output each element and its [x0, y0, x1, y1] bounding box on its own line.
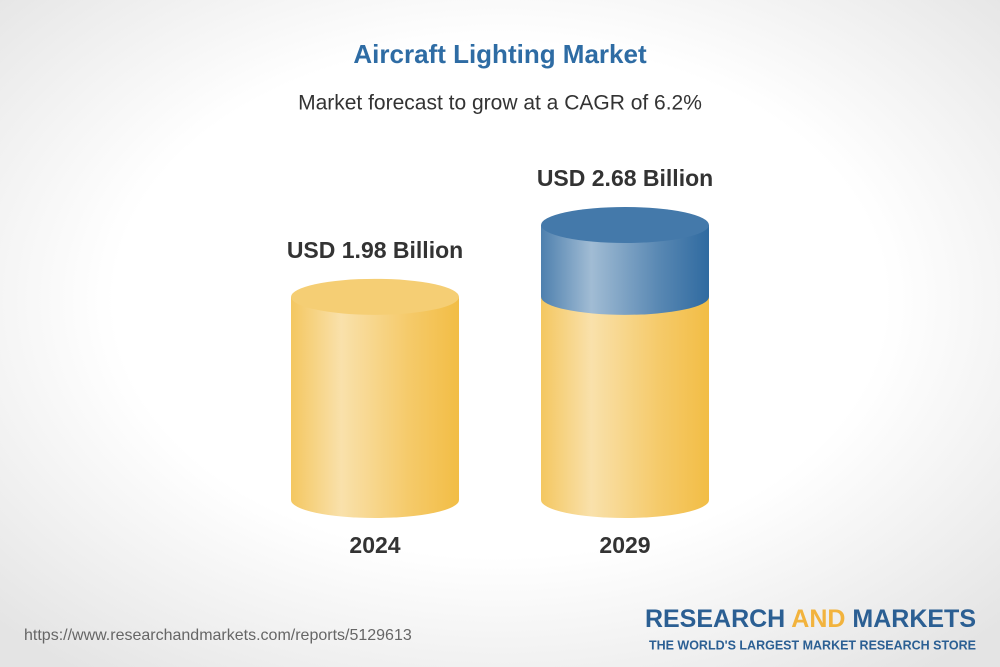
x-tick-label: 2024 — [349, 532, 400, 558]
logo-word: AND — [791, 605, 845, 633]
cylinder-top — [291, 278, 459, 315]
chart-title: Aircraft Lighting Market — [353, 39, 647, 69]
source-url[interactable]: https://www.researchandmarkets.com/repor… — [24, 627, 412, 644]
cylinder — [291, 278, 459, 518]
chart-subtitle: Market forecast to grow at a CAGR of 6.2… — [298, 92, 702, 115]
x-tick-label: 2029 — [599, 532, 650, 558]
cylinder — [541, 207, 709, 518]
logo-word: MARKETS — [852, 605, 976, 633]
logo-word: RESEARCH — [645, 605, 785, 633]
cylinder-body — [541, 296, 709, 518]
value-label: USD 2.68 Billion — [537, 165, 713, 191]
cylinder-body — [541, 225, 709, 315]
cylinder-top — [541, 207, 709, 243]
logo-name: RESEARCH AND MARKETS — [645, 605, 976, 633]
cylinder-body — [291, 296, 459, 518]
logo-tagline: THE WORLD'S LARGEST MARKET RESEARCH STOR… — [649, 638, 976, 652]
value-label: USD 1.98 Billion — [287, 237, 463, 263]
